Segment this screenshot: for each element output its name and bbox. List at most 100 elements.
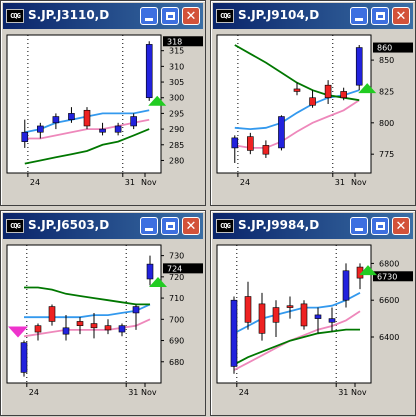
candle-body [258,303,266,334]
window-title: S.JP.J9984,D [238,218,320,232]
candle-body [90,323,98,329]
close-button[interactable]: ✕ [392,7,410,25]
y-tick-label: 290 [169,125,184,134]
chart-window-j3110[interactable]: CQG S.JP.J3110,D ✕ 315 310 305 300 295 290 285… [0,0,206,206]
maximize-button[interactable] [371,7,389,25]
candle-body [300,303,308,327]
maximize-button[interactable] [161,217,179,235]
y-tick-label: 285 [169,141,184,150]
cqg-app-icon[interactable]: CQG [216,9,234,23]
y-tick-label: 280 [169,156,184,165]
candle-body [231,137,239,149]
y-tick-label: 800 [379,119,394,128]
minimize-button[interactable] [140,217,158,235]
candle-body [114,125,122,133]
y-tick-label: 295 [169,109,184,118]
moving-average-line [23,318,151,338]
close-button[interactable]: ✕ [182,7,200,25]
chart-window-j9104[interactable]: CQG S.JP.J9104,D ✕ 850 825 800 775 24 31 Nov 86… [210,0,416,206]
price-chart[interactable]: 315 310 305 300 295 290 285 280 24 31 Nov 318 [3,31,203,187]
minimize-icon [145,228,153,231]
cqg-app-icon[interactable]: CQG [6,9,24,23]
candle-body [104,325,112,331]
x-tick-label: Nov [141,388,157,397]
candle-body [293,88,301,92]
y-tick-label: 730 [169,252,184,261]
candle-body [286,305,294,308]
x-tick-label: 31 [128,388,138,397]
candle-body [340,91,347,99]
x-tick-label: 24 [30,178,40,187]
candle-body [130,116,137,127]
minimize-icon [145,18,153,21]
y-tick-label: 710 [169,294,184,303]
price-chart[interactable]: 730 720 710 700 690 680 24 31 Nov 724 [3,241,203,397]
y-tick-label: 775 [379,150,394,159]
candle-body [262,145,270,155]
close-icon: ✕ [395,8,407,24]
candle-body [21,131,29,142]
current-price-label: 724 [167,264,182,273]
x-tick-label: 24 [239,388,249,397]
candle-body [68,113,75,120]
window-titlebar[interactable]: CQG S.JP.J3110,D ✕ [3,3,203,29]
candle-body [355,47,363,86]
price-tag-box [373,42,413,53]
x-tick-label: Nov [351,178,367,187]
plot-area [6,34,162,174]
close-button[interactable]: ✕ [182,217,200,235]
moving-average-line [24,303,151,319]
close-icon: ✕ [185,218,197,234]
candle-body [314,314,322,319]
y-tick-label: 680 [169,358,184,367]
y-tick-label: 315 [169,47,184,56]
chart-window-j9984[interactable]: CQG S.JP.J9984,D ✕ 6800 6600 6400 24 31 Nov 67… [210,210,416,416]
candle-body [76,321,84,326]
x-tick-label: 31 [125,178,135,187]
price-chart[interactable]: 850 825 800 775 24 31 Nov 860 [213,31,413,187]
candle-body [118,325,126,333]
x-tick-label: Nov [351,388,367,397]
current-price-label: 860 [377,44,392,53]
moving-average-line [24,286,150,306]
y-tick-label: 305 [169,78,184,87]
maximize-icon [375,12,385,20]
minimize-button[interactable] [350,7,368,25]
window-titlebar[interactable]: CQG S.JP.J9984,D ✕ [213,213,413,239]
candle-body [244,296,252,323]
y-tick-label: 6800 [379,259,399,268]
sell-signal-triangle [8,326,28,338]
minimize-button[interactable] [140,7,158,25]
window-titlebar[interactable]: CQG S.JP.J6503,D ✕ [3,213,203,239]
candle-body [37,125,44,133]
window-title: S.JP.J9104,D [238,8,320,22]
minimize-button[interactable] [350,217,368,235]
cqg-app-icon[interactable]: CQG [6,219,24,233]
chart-window-j6503[interactable]: CQG S.JP.J6503,D ✕ 730 720 710 700 690 680 24 3… [0,210,206,416]
price-tag-box [163,263,203,274]
plot-area [216,34,372,174]
price-chart[interactable]: 6800 6600 6400 24 31 Nov 6730 [213,241,413,397]
close-button[interactable]: ✕ [392,217,410,235]
plot-area [6,244,162,384]
current-price-label: 318 [167,37,182,46]
y-tick-label: 850 [379,56,394,65]
moving-average-line [234,99,360,149]
candle-body [145,44,153,99]
window-titlebar[interactable]: CQG S.JP.J9104,D ✕ [213,3,413,29]
buy-signal-triangle [148,95,167,106]
x-tick-label: 31 [335,178,345,187]
candle-body [328,318,336,323]
maximize-button[interactable] [371,217,389,235]
candle-body [247,136,254,151]
moving-average-line [24,128,150,165]
moving-average-line [24,118,150,140]
candle-body [34,325,42,333]
cqg-app-icon[interactable]: CQG [216,219,234,233]
buy-signal-triangle [359,265,377,276]
maximize-button[interactable] [161,7,179,25]
window-title: S.JP.J6503,D [28,218,110,232]
maximize-icon [165,12,175,20]
moving-average-line [233,292,361,335]
candle-body [342,270,350,301]
